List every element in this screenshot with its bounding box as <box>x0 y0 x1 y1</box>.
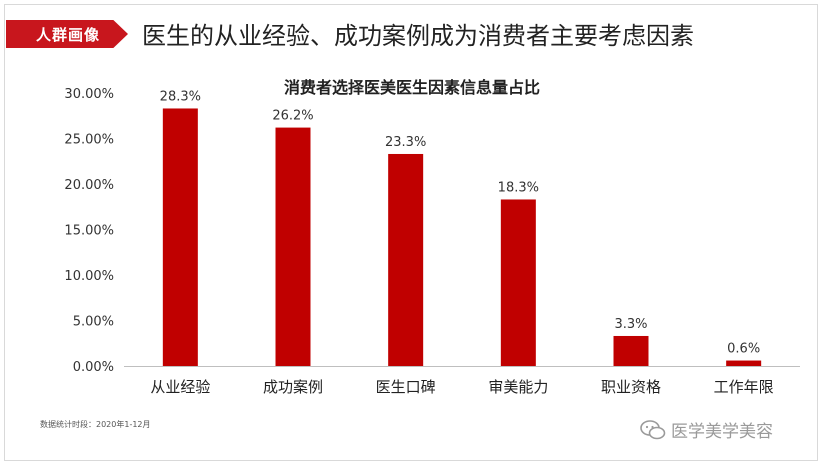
x-tick-label: 工作年限 <box>714 378 774 396</box>
bar <box>500 199 536 366</box>
y-tick-label: 5.00% <box>73 315 114 330</box>
x-tick-label: 审美能力 <box>488 378 548 396</box>
x-tick-label: 成功案例 <box>263 378 323 396</box>
data-label: 28.3% <box>160 89 201 104</box>
watermark-text: 医学美学美容 <box>671 422 773 442</box>
x-tick-label: 从业经验 <box>150 378 210 396</box>
bar <box>388 153 424 366</box>
bar <box>726 360 762 366</box>
footnote: 数据统计时段：2020年1-12月 <box>40 420 151 429</box>
section-tag: 人群画像 <box>6 20 128 48</box>
y-tick-label: 25.00% <box>64 133 114 148</box>
y-tick-label: 30.00% <box>64 87 114 102</box>
bar <box>275 127 311 366</box>
watermark: 医学美学美容 <box>640 417 773 442</box>
bar <box>613 335 649 366</box>
data-label: 0.6% <box>727 342 760 357</box>
data-label: 18.3% <box>498 180 539 195</box>
wechat-icon <box>640 419 666 439</box>
chart-title: 消费者选择医美医生因素信息量占比 <box>283 78 540 97</box>
data-label: 23.3% <box>385 135 426 150</box>
y-tick-label: 0.00% <box>73 360 114 375</box>
page-headline: 医生的从业经验、成功案例成为消费者主要考虑因素 <box>142 22 694 50</box>
data-label: 26.2% <box>272 109 313 124</box>
data-label: 3.3% <box>614 317 647 332</box>
y-tick-label: 15.00% <box>64 224 114 239</box>
bar <box>162 108 198 366</box>
x-tick-label: 职业资格 <box>601 378 661 396</box>
x-tick-label: 医生口碑 <box>376 378 436 396</box>
y-tick-label: 10.00% <box>64 269 114 284</box>
y-tick-label: 20.00% <box>64 178 114 193</box>
